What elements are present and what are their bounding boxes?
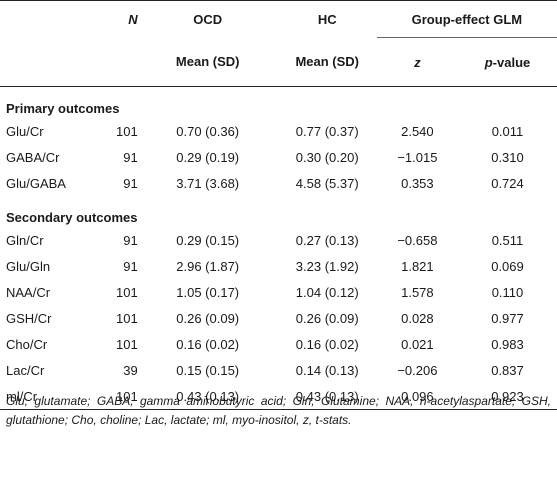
cell-n: 101 [104, 383, 138, 410]
row-label: Glu/Gln [6, 258, 51, 274]
cell-hc-mean-sd: 0.16 (0.02) [295, 336, 359, 352]
cell-n: 101 [115, 336, 138, 352]
header-p-rest: -value [492, 54, 531, 70]
cell-z: −0.206 [397, 362, 438, 378]
header-empty-3 [105, 38, 138, 87]
header-p-italic: p [484, 54, 493, 70]
cell-z: 1.821 [401, 258, 434, 274]
cell-n: 91 [123, 175, 138, 191]
cell-ocd-mean-sd: 0.26 (0.09) [176, 310, 240, 326]
cell-z: −1.015 [397, 149, 438, 165]
cell-z: 2.540 [401, 123, 434, 139]
cell-hc-mean-sd: 0.26 (0.09) [295, 310, 359, 326]
header-row-1: N OCD HC Group-effect GLM [0, 0, 557, 38]
cell-z: 0.353 [401, 175, 434, 191]
cell-z: 1.578 [401, 284, 434, 300]
cell-n: 101 [115, 284, 138, 300]
cell-p-value: 0.310 [491, 149, 524, 165]
cell-ocd-mean-sd: 0.16 (0.02) [176, 336, 240, 352]
cell-n: 39 [123, 362, 138, 378]
header-hc: HC [317, 11, 337, 27]
cell-ocd-mean-sd: 1.05 (0.17) [176, 284, 240, 300]
table-row: NAA/Cr 101 1.05 (0.17) 1.04 (0.12) 1.578 0.11… [0, 279, 557, 305]
table-row: Glu/Gln 91 2.96 (1.87) 3.23 (1.92) 1.821 0.06… [0, 253, 557, 279]
section-row-secondary: Secondary outcomes [0, 196, 557, 227]
row-label: NAA/Cr [6, 284, 51, 300]
cell-p-value: 0.923 [457, 383, 557, 410]
table-body: Primary outcomes Glu/Cr 101 0.70 (0.36) 0.7… [0, 87, 557, 410]
row-label: GSH/Cr [6, 310, 52, 326]
cell-p-value: 0.110 [491, 284, 524, 300]
table-row: ml/Cr 101 0.43 (0.13) 0.43 (0.13) 0.096 0.923 [0, 383, 557, 410]
cell-ocd-mean-sd: 0.29 (0.15) [176, 232, 240, 248]
cell-p-value: 0.837 [491, 362, 524, 378]
header-empty [0, 1, 105, 38]
table-row: Gln/Cr 91 0.29 (0.15) 0.27 (0.13) −0.658 0.51… [0, 227, 557, 253]
cell-ocd-mean-sd: 0.29 (0.19) [176, 149, 240, 165]
cell-n: 101 [115, 310, 138, 326]
cell-ocd-mean-sd: 3.71 (3.68) [176, 175, 240, 191]
results-table: N OCD HC Group-effect GLM Mean (SD) Mean… [0, 0, 557, 410]
cell-ocd-mean-sd: 2.96 (1.87) [176, 258, 240, 274]
cell-z: −0.658 [397, 232, 438, 248]
cell-n: 91 [123, 149, 138, 165]
cell-hc-mean-sd: 0.43 (0.13) [277, 383, 377, 410]
cell-hc-mean-sd: 4.58 (5.37) [295, 175, 359, 191]
cell-p-value: 0.511 [491, 232, 524, 248]
cell-hc-mean-sd: 0.77 (0.37) [295, 123, 359, 139]
header-ocd-sub: Mean (SD) [175, 54, 240, 70]
cell-n: 91 [123, 258, 138, 274]
header-glm: Group-effect GLM [376, 0, 557, 38]
row-label: ml/Cr [0, 383, 105, 410]
cell-ocd-mean-sd: 0.15 (0.15) [176, 362, 240, 378]
cell-p-value: 0.977 [491, 310, 524, 326]
header-ocd: OCD [193, 11, 223, 27]
section-title-secondary: Secondary outcomes [6, 210, 138, 225]
row-label: Cho/Cr [6, 336, 48, 352]
table-row: GABA/Cr 91 0.29 (0.19) 0.30 (0.20) −1.015 0.3… [0, 144, 557, 170]
header-empty-2 [0, 38, 105, 87]
cell-hc-mean-sd: 1.04 (0.12) [295, 284, 359, 300]
cell-ocd-mean-sd: 0.70 (0.36) [176, 123, 240, 139]
table-row: Glu/Cr 101 0.70 (0.36) 0.77 (0.37) 2.540 0.01… [0, 118, 557, 144]
section-row-primary: Primary outcomes [0, 87, 557, 119]
header-row-2: Mean (SD) Mean (SD) z p-value [0, 38, 557, 87]
row-label: GABA/Cr [6, 149, 60, 165]
row-label: Lac/Cr [6, 362, 45, 378]
cell-p-value: 0.069 [491, 258, 524, 274]
cell-p-value: 0.011 [491, 123, 524, 139]
cell-hc-mean-sd: 0.30 (0.20) [295, 149, 359, 165]
cell-n: 101 [115, 123, 138, 139]
section-title-primary: Primary outcomes [6, 101, 120, 116]
cell-z: 0.096 [376, 383, 458, 410]
header-p-value: p-value [458, 38, 557, 87]
table-footnote: Glu, glutamate; GABA, gamma aminobutyric… [6, 394, 551, 427]
cell-p-value: 0.724 [491, 175, 524, 191]
cell-z: 0.028 [401, 310, 434, 326]
header-hc-sub: Mean (SD) [295, 54, 360, 70]
row-label: Glu/GABA [6, 175, 66, 191]
table-row: Cho/Cr 101 0.16 (0.02) 0.16 (0.02) 0.021 0.98… [0, 331, 557, 357]
cell-hc-mean-sd: 3.23 (1.92) [295, 258, 359, 274]
table-row: GSH/Cr 101 0.26 (0.09) 0.26 (0.09) 0.028 0.97… [0, 305, 557, 331]
header-z: z [414, 54, 421, 70]
row-label: Gln/Cr [6, 232, 44, 248]
row-label: Glu/Cr [6, 123, 44, 139]
cell-z: 0.021 [401, 336, 434, 352]
cell-n: 91 [123, 232, 138, 248]
cell-hc-mean-sd: 0.14 (0.13) [295, 362, 359, 378]
cell-hc-mean-sd: 0.27 (0.13) [295, 232, 359, 248]
header-n: N [128, 11, 138, 27]
cell-ocd-mean-sd: 0.43 (0.13) [137, 383, 278, 410]
table-row: Glu/GABA 91 3.71 (3.68) 4.58 (5.37) 0.353 0.7… [0, 170, 557, 196]
table-row: Lac/Cr 39 0.15 (0.15) 0.14 (0.13) −0.206 0.83… [0, 357, 557, 383]
cell-p-value: 0.983 [491, 336, 524, 352]
